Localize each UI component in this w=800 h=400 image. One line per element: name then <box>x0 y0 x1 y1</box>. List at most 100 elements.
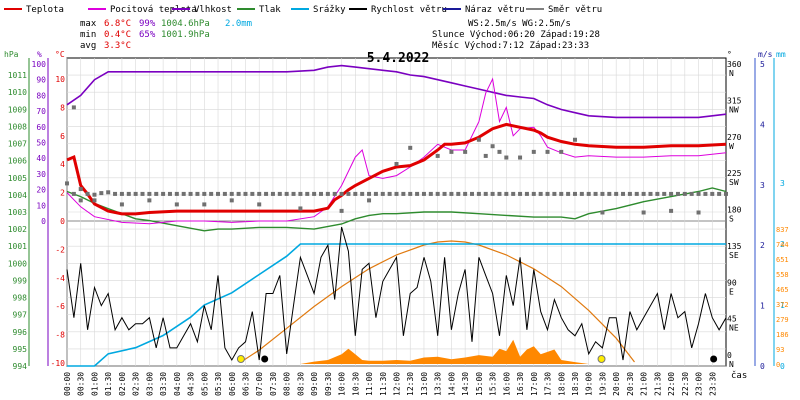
wind-direction-point <box>572 191 577 196</box>
wind-direction-point <box>607 191 612 196</box>
stats-max-press: 1004.6hPa <box>161 19 210 29</box>
temperature-line <box>66 122 727 216</box>
direction-tick-deg: 270 <box>727 133 742 142</box>
x-tick-label: 21:00 <box>640 372 649 396</box>
pressure-tick-label: 995 <box>13 345 28 354</box>
wind-direction-point <box>257 191 262 196</box>
x-tick-label: 07:00 <box>255 372 264 396</box>
solar-tick-label: 0 <box>776 361 780 369</box>
wind-direction-point <box>167 191 172 196</box>
solar-tick-label: 372 <box>776 301 789 309</box>
wind-direction-point <box>593 191 598 196</box>
humidity-tick-label: 0 <box>41 217 46 226</box>
wind-direction-point <box>174 191 179 196</box>
solar-tick-label: 93 <box>776 346 784 354</box>
wind-direction-point <box>408 191 413 196</box>
pressure-tick-label: 998 <box>13 294 28 303</box>
humidity-tick-label: 40 <box>36 154 46 163</box>
wind-direction-point <box>449 191 454 196</box>
temperature-tick-label: -10 <box>51 359 66 368</box>
wind-direction-point <box>353 191 358 196</box>
wind-direction-point <box>518 155 523 160</box>
wind-direction-point <box>65 181 69 186</box>
direction-tick-deg: 225 <box>727 169 742 178</box>
x-tick-label: 09:00 <box>310 372 319 396</box>
direction-tick-deg: 45 <box>727 315 737 324</box>
wind-tick-label: 4 <box>760 120 765 129</box>
wind-direction-point <box>559 149 564 154</box>
x-tick-label: 03:00 <box>145 372 154 396</box>
x-tick-label: 00:30 <box>77 372 86 396</box>
wind-direction-point <box>216 191 221 196</box>
wind-direction-point <box>463 191 468 196</box>
wind-direction-point <box>408 145 413 150</box>
wind-direction-point <box>442 191 447 196</box>
wind-direction-point <box>229 198 234 203</box>
stats-max-temp: 6.8°C <box>104 19 131 29</box>
pressure-tick-label: 994 <box>13 362 28 371</box>
wind-direction-point <box>531 149 536 154</box>
wind-direction-point <box>696 191 701 196</box>
wind-direction-point <box>394 162 399 166</box>
direction-tick-deg: 0 <box>727 351 732 360</box>
moonset-marker <box>710 355 718 363</box>
solar-tick-label: 465 <box>776 286 789 294</box>
pressure-tick-label: 1007 <box>8 140 27 149</box>
wind-direction-point <box>497 149 502 154</box>
x-tick-label: 19:00 <box>585 372 594 396</box>
wind-direction-point <box>78 198 83 203</box>
wind-direction-point <box>222 191 227 196</box>
x-tick-label: 18:30 <box>571 372 580 396</box>
pressure-tick-label: 1010 <box>8 88 27 97</box>
wind-direction-point <box>682 191 687 196</box>
wind-direction-point <box>367 191 372 196</box>
wind-direction-point <box>367 198 372 203</box>
x-tick-label: 17:00 <box>530 372 539 396</box>
wind-direction-point <box>257 202 262 207</box>
x-tick-label: 21:30 <box>653 372 662 396</box>
legend-label: Vlhkost <box>194 5 232 15</box>
temperature-tick-label: 10 <box>55 75 65 84</box>
wind-tick-label: 2 <box>760 241 765 250</box>
stats-min-temp: 0.4°C <box>104 30 131 40</box>
wind-direction-point <box>627 191 632 196</box>
wind-direction-point <box>511 191 516 196</box>
solar-tick-label: 651 <box>776 256 789 264</box>
x-tick-label: 14:30 <box>461 372 470 396</box>
x-tick-label: 08:00 <box>283 372 292 396</box>
x-tick-label: 12:00 <box>393 372 402 396</box>
right-axes: °0N45NE90E135SE180S225SW270W315NW360Nm/s… <box>727 50 789 371</box>
x-tick-label: 07:30 <box>269 372 278 396</box>
humidity-tick-label: 20 <box>36 186 46 195</box>
wind-direction-point <box>504 155 509 160</box>
temperature-tick-label: -2 <box>55 245 65 254</box>
x-tick-label: 03:30 <box>159 372 168 396</box>
wind-direction-point <box>346 191 351 196</box>
wind-direction-point <box>325 191 330 196</box>
pressure-tick-label: 1002 <box>8 225 27 234</box>
wind-direction-point <box>470 191 475 196</box>
wind-direction-point <box>675 191 680 196</box>
wind-direction-point <box>703 191 708 196</box>
x-tick-label: 04:30 <box>187 372 196 396</box>
humidity-tick-label: 90 <box>36 76 46 85</box>
wind-direction-point <box>188 191 193 196</box>
temperature-tick-label: 8 <box>60 103 65 112</box>
wind-tick-label: 3 <box>760 181 765 190</box>
wind-direction-point <box>339 191 344 196</box>
humidity-tick-label: 80 <box>36 91 46 100</box>
x-tick-label: 05:00 <box>200 372 209 396</box>
temperature-tick-label: 6 <box>60 132 65 141</box>
x-tick-label: 16:30 <box>516 372 525 396</box>
chart-title: 5.4.2022 <box>367 51 430 66</box>
wind-direction-point <box>586 191 591 196</box>
x-tick-label: 23:30 <box>708 372 717 396</box>
x-tick-label: 19:30 <box>598 372 607 396</box>
wind-direction-point <box>243 191 248 196</box>
wind-direction-point <box>250 191 255 196</box>
wind-direction-point <box>476 137 481 142</box>
solar-tick-label: 558 <box>776 271 789 279</box>
x-tick-label: 20:00 <box>612 372 621 396</box>
x-tick-label: 13:00 <box>420 372 429 396</box>
wind-direction-point <box>92 192 97 197</box>
